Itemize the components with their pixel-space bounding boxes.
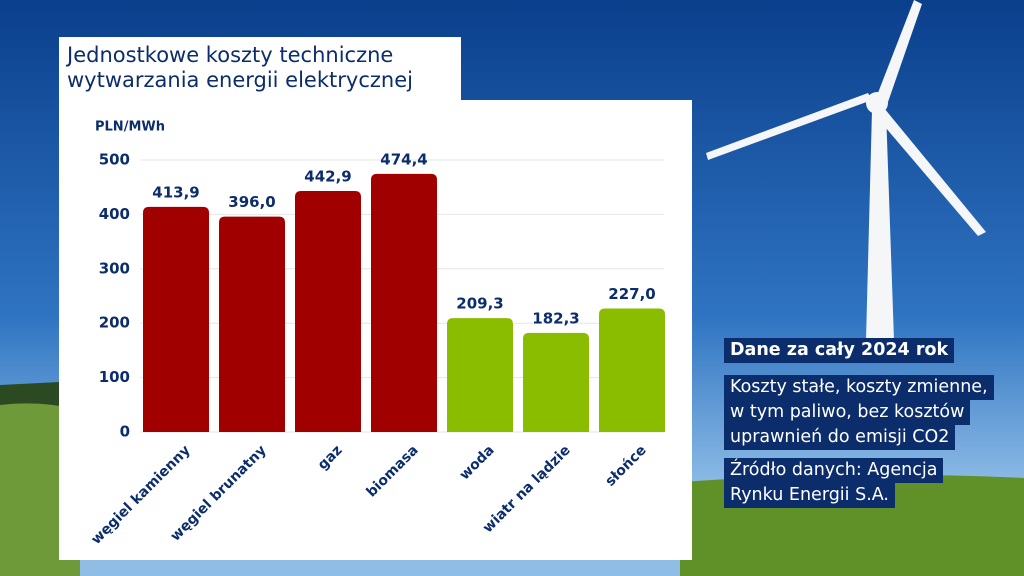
y-tick-label: 500 bbox=[99, 151, 130, 169]
chart-title: wytwarzania energii elektrycznej bbox=[67, 68, 413, 92]
title-box bbox=[59, 37, 461, 100]
y-axis-label: PLN/MWh bbox=[95, 120, 165, 135]
y-tick-label: 400 bbox=[99, 205, 130, 223]
bar bbox=[447, 318, 513, 432]
info-line: Rynku Energii S.A. bbox=[724, 483, 895, 508]
info-line: w tym paliwo, bez kosztów bbox=[724, 400, 971, 425]
value-label: 227,0 bbox=[608, 285, 655, 303]
value-label: 209,3 bbox=[456, 295, 503, 313]
chart-title: Jednostkowe koszty techniczne bbox=[65, 43, 393, 67]
bar bbox=[143, 206, 209, 432]
value-label: 396,0 bbox=[228, 193, 275, 211]
y-tick-label: 200 bbox=[99, 314, 130, 332]
value-label: 474,4 bbox=[380, 150, 427, 168]
bar bbox=[295, 191, 361, 432]
bar bbox=[371, 173, 437, 433]
wind-turbine bbox=[706, 0, 986, 340]
bar bbox=[523, 332, 589, 432]
info-note: Koszty stałe, koszty zmienne, w tym paliw… bbox=[724, 375, 994, 450]
value-label: 413,9 bbox=[152, 183, 199, 201]
y-tick-label: 100 bbox=[99, 368, 130, 386]
info-heading-box: Dane za cały 2024 rok bbox=[724, 338, 955, 363]
y-tick-label: 0 bbox=[120, 423, 130, 441]
info-heading: Dane za cały 2024 rok bbox=[724, 338, 955, 363]
y-tick-label: 300 bbox=[99, 259, 130, 277]
info-line: Koszty stałe, koszty zmienne, bbox=[724, 375, 994, 400]
info-line: uprawnień do emisji CO2 bbox=[724, 425, 956, 450]
info-line: Źródło danych: Agencja bbox=[724, 458, 944, 483]
bar bbox=[599, 308, 665, 432]
value-label: 442,9 bbox=[304, 168, 351, 186]
info-source: Źródło danych: Agencja Rynku Energii S.A. bbox=[724, 458, 944, 508]
value-label: 182,3 bbox=[532, 309, 579, 327]
bar bbox=[219, 216, 285, 432]
